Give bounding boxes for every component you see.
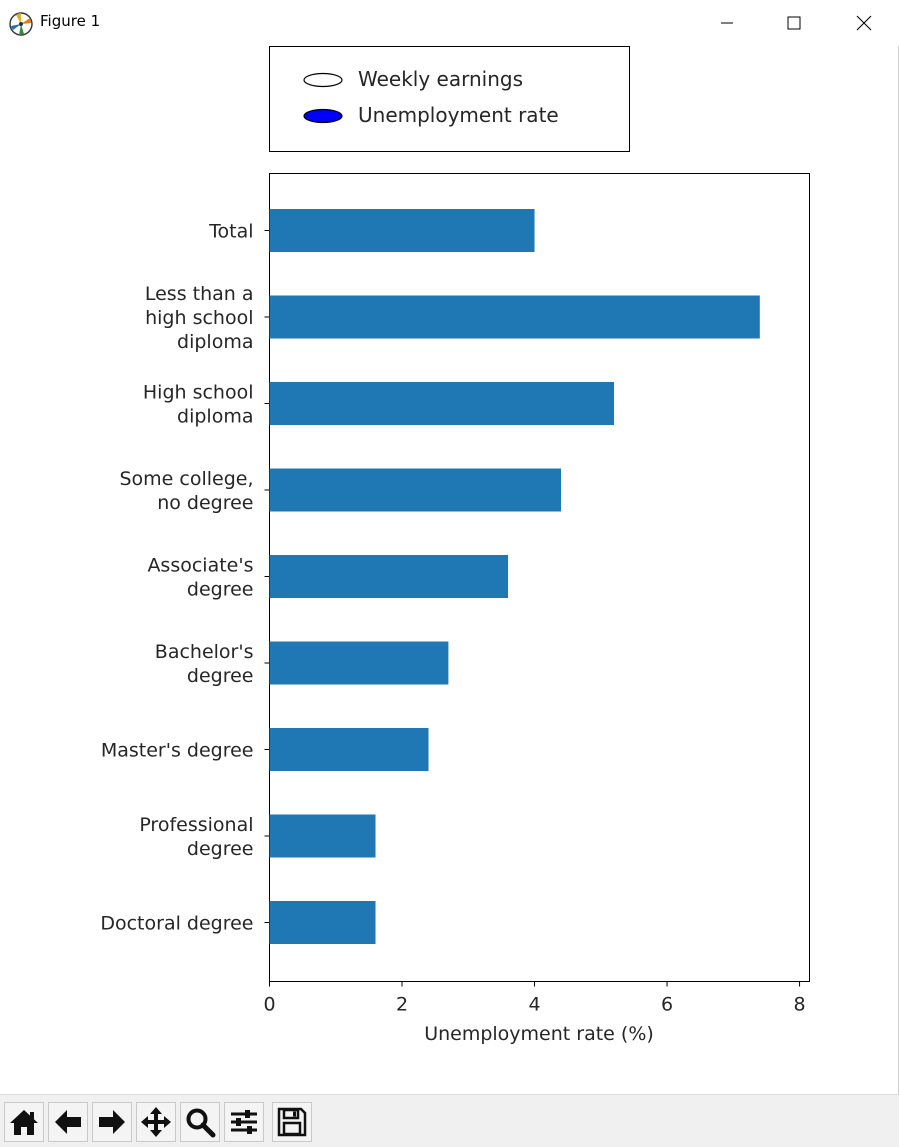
forward-button[interactable] xyxy=(92,1102,132,1142)
bar-8 xyxy=(269,901,376,944)
y-tick-label-5: Bachelor's degree xyxy=(155,641,254,687)
back-arrow-icon xyxy=(55,1110,81,1134)
back-button[interactable] xyxy=(48,1102,88,1142)
matplotlib-icon xyxy=(8,11,34,37)
bar-7 xyxy=(269,814,376,858)
x-ticks: 0 2 4 6 8 xyxy=(263,981,806,1016)
bar-5 xyxy=(269,641,449,685)
close-icon xyxy=(856,15,872,31)
y-tick-label-3: Some college, no degree xyxy=(119,468,253,514)
x-tick-label-1: 2 xyxy=(396,994,408,1016)
legend-label-weekly-earnings: Weekly earnings xyxy=(358,67,523,91)
bar-chart: Weekly earnings Unemployment rate Total L… xyxy=(100,46,810,1045)
x-axis-label: Unemployment rate (%) xyxy=(424,1023,654,1045)
bar-4 xyxy=(269,555,509,598)
figure-canvas[interactable]: Weekly earnings Unemployment rate Total L… xyxy=(0,46,899,1094)
y-tick-label-1: Less than a high school diploma xyxy=(145,283,254,353)
bar-0 xyxy=(269,209,535,252)
minimize-icon xyxy=(721,22,733,24)
pan-icon xyxy=(141,1107,171,1137)
configure-subplots-button[interactable] xyxy=(224,1102,264,1142)
save-button[interactable] xyxy=(272,1102,312,1142)
y-tick-label-0: Total xyxy=(208,221,253,243)
legend-label-unemployment-rate: Unemployment rate xyxy=(358,103,559,127)
home-button[interactable] xyxy=(4,1102,44,1142)
x-tick-label-0: 0 xyxy=(263,994,275,1016)
zoom-icon xyxy=(186,1108,216,1138)
navigation-toolbar xyxy=(0,1094,899,1147)
maximize-button[interactable] xyxy=(761,0,827,46)
minimize-button[interactable] xyxy=(694,0,760,46)
window-title: Figure 1 xyxy=(40,12,101,30)
maximize-icon xyxy=(787,16,801,30)
y-tick-label-4: Associate's degree xyxy=(147,555,253,601)
y-tick-label-8: Doctoral degree xyxy=(100,913,253,935)
bar-6 xyxy=(269,728,429,771)
configure-subplots-icon xyxy=(231,1110,257,1134)
bars-group xyxy=(269,209,760,944)
legend-marker-unemployment-rate xyxy=(303,108,343,124)
y-tick-labels: Total Less than a high school diploma High s… xyxy=(100,221,270,935)
pan-button[interactable] xyxy=(136,1102,176,1142)
close-button[interactable] xyxy=(831,0,897,46)
legend-marker-weekly-earnings xyxy=(303,72,343,88)
x-tick-label-4: 8 xyxy=(794,994,806,1016)
zoom-button[interactable] xyxy=(180,1102,220,1142)
legend: Weekly earnings Unemployment rate xyxy=(269,46,630,152)
forward-arrow-icon xyxy=(99,1110,125,1134)
x-tick-label-2: 4 xyxy=(528,994,540,1016)
bar-1 xyxy=(269,295,760,339)
y-tick-label-2: High school diploma xyxy=(143,382,254,428)
legend-frame xyxy=(269,46,630,152)
save-icon xyxy=(277,1107,307,1137)
window-titlebar: Figure 1 xyxy=(0,0,899,46)
home-icon xyxy=(10,1110,38,1135)
bar-3 xyxy=(269,468,562,512)
y-tick-label-7: Professional degree xyxy=(139,814,253,860)
y-tick-label-6: Master's degree xyxy=(101,740,254,762)
x-tick-label-3: 6 xyxy=(661,994,673,1016)
bar-2 xyxy=(269,382,615,425)
